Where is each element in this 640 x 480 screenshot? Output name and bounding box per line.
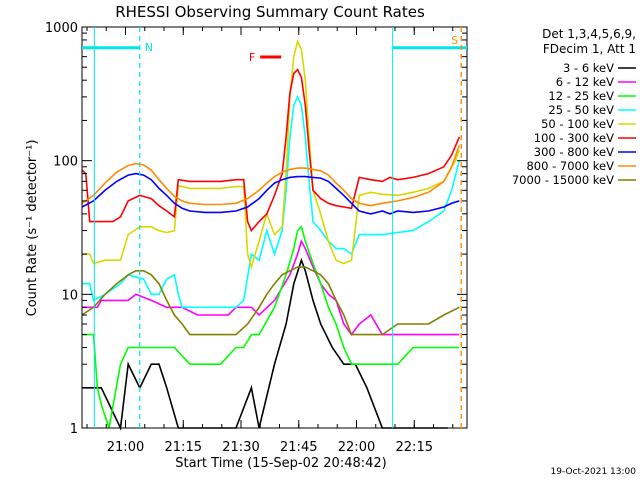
x-tick-label: 21:15 [165,440,202,455]
chart-title: RHESSI Observing Summary Count Rates [115,3,425,21]
annotation-markers: N F S [82,27,467,428]
legend: Det 1,3,4,5,6,9, FDecim 1, Att 1 3 - 6 k… [512,27,636,187]
x-tick-label: 21:30 [222,440,259,455]
legend-label-4: 25 - 50 keV [548,103,614,117]
y-tick-label: 100 [53,155,78,170]
x-axis-ticks: 21:00 21:15 21:30 21:45 22:00 22:15 [86,27,454,455]
data-layer [81,39,461,431]
series-line-2 [82,238,460,336]
x-tick-label: 22:15 [396,440,433,455]
y-axis-label: Count Rate (s⁻¹ detector⁻¹) [25,140,40,317]
legend-label-2: 6 - 12 keV [556,75,614,89]
y-axis-ticks: 1 10 100 1000 [45,21,467,437]
legend-label-9: 7000 - 15000 keV [512,173,614,187]
y-tick-label: 10 [61,288,78,303]
flare-marker-label: F [249,51,255,64]
series-line-8 [81,145,461,207]
saa-marker-label: S [451,34,458,47]
legend-label-8: 800 - 7000 keV [526,159,614,173]
plot-frame [81,26,468,429]
series-line-9 [81,266,460,336]
series-line-7 [81,172,460,215]
x-tick-label: 22:00 [338,440,375,455]
series-line-1 [82,257,448,431]
legend-label-1: 3 - 6 keV [563,61,614,75]
x-tick-label: 21:45 [280,440,317,455]
night-marker-label: N [145,41,153,54]
series-line-3 [82,225,460,429]
legend-label-7: 300 - 800 keV [534,145,614,159]
legend-label-5: 50 - 100 keV [541,117,614,131]
series-line-4 [82,94,461,309]
legend-header-line-1: Det 1,3,4,5,6,9, [542,27,636,41]
series-line-6 [81,68,461,233]
x-tick-label: 21:00 [107,440,144,455]
x-axis-label: Start Time (15-Sep-02 20:48:42) [175,456,386,471]
y-tick-label: 1 [70,422,78,437]
legend-label-6: 100 - 300 keV [534,131,614,145]
legend-label-3: 12 - 25 keV [548,89,614,103]
legend-header-line-2: FDecim 1, Att 1 [543,42,636,56]
y-tick-label: 1000 [45,21,78,36]
date-stamp: 19-Oct-2021 13:00 [551,467,637,477]
series-line-5 [82,39,461,270]
